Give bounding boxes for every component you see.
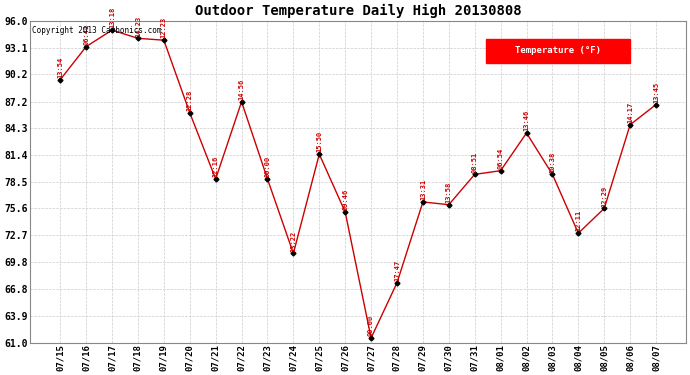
Text: 15:50: 15:50	[316, 131, 322, 152]
Text: 12:16: 12:16	[213, 156, 219, 177]
Text: 14:56: 14:56	[239, 79, 244, 100]
Text: 06:41: 06:41	[83, 24, 89, 45]
Text: 13:18: 13:18	[109, 7, 115, 28]
Text: 14:17: 14:17	[627, 102, 633, 123]
Text: 13:54: 13:54	[57, 57, 63, 78]
Text: 13:58: 13:58	[446, 182, 452, 203]
Text: 09:46: 09:46	[342, 189, 348, 210]
Text: Temperature (°F): Temperature (°F)	[515, 46, 601, 55]
Text: 13:45: 13:45	[653, 81, 659, 103]
Text: Copyright 2013 Carbonics.com: Copyright 2013 Carbonics.com	[32, 26, 161, 35]
Text: 00:00: 00:00	[368, 315, 374, 336]
Text: 12:29: 12:29	[601, 185, 607, 207]
Text: 12:28: 12:28	[187, 90, 193, 111]
Title: Outdoor Temperature Daily High 20130808: Outdoor Temperature Daily High 20130808	[195, 4, 522, 18]
Text: 12:11: 12:11	[575, 210, 582, 231]
Text: 06:54: 06:54	[497, 148, 504, 169]
Text: 08:51: 08:51	[472, 151, 477, 172]
Text: 17:47: 17:47	[394, 260, 400, 281]
Text: 13:46: 13:46	[524, 110, 529, 131]
Text: 10:38: 10:38	[549, 151, 555, 172]
Text: 14:23: 14:23	[135, 15, 141, 36]
Text: 13:22: 13:22	[290, 230, 297, 252]
Text: 12:23: 12:23	[161, 17, 167, 38]
Text: 13:31: 13:31	[420, 179, 426, 200]
Text: 00:00: 00:00	[264, 156, 270, 177]
Bar	[486, 39, 630, 63]
